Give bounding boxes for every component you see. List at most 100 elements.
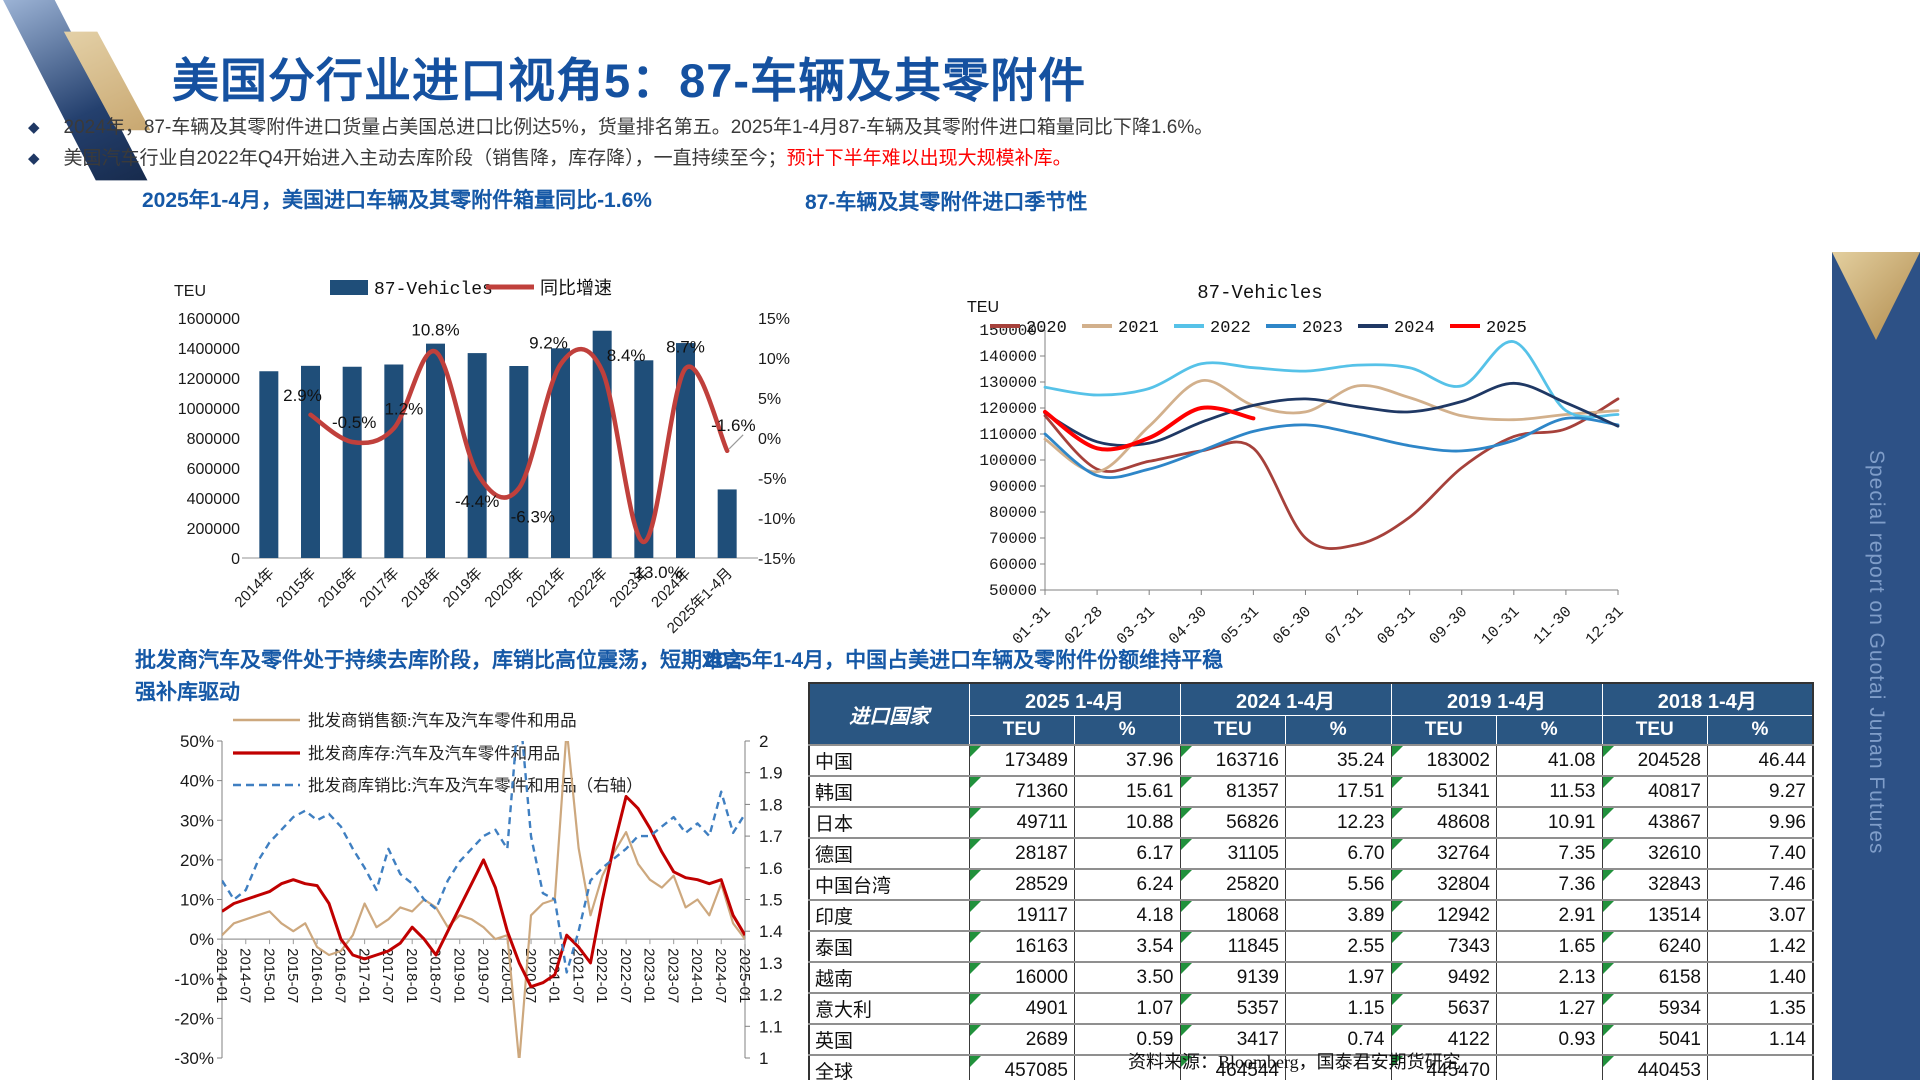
share-cell: 15.61 [1074, 775, 1181, 808]
bullet-2-highlight: 预计下半年难以出现大规模补库。 [786, 148, 1072, 169]
teu-cell: 32764 [1390, 837, 1497, 870]
wholesale-chart-title-line2: 强补库驱动 [135, 681, 240, 704]
svg-text:1.4: 1.4 [759, 922, 783, 941]
share-cell: 1.07 [1074, 992, 1181, 1025]
svg-text:TEU: TEU [967, 299, 999, 316]
teu-cell: 204528 [1601, 744, 1708, 777]
share-cell: 41.08 [1496, 744, 1603, 777]
share-cell: 1.27 [1496, 992, 1603, 1025]
svg-text:1600000: 1600000 [178, 311, 240, 328]
share-cell: 35.24 [1285, 744, 1392, 777]
teu-cell: 51341 [1390, 775, 1497, 808]
svg-text:2025: 2025 [1486, 319, 1527, 338]
svg-text:1: 1 [759, 1049, 768, 1068]
teu-cell: 445470 [1390, 1054, 1497, 1080]
teu-cell: 71360 [968, 775, 1075, 808]
teu-cell: 32610 [1601, 837, 1708, 870]
share-cell: 3.54 [1074, 930, 1181, 963]
svg-text:2024: 2024 [1394, 319, 1435, 338]
diamond-bullet-icon: ◆ [28, 150, 40, 167]
table-sub-header: % [1707, 715, 1814, 746]
svg-text:-6.3%: -6.3% [511, 507, 555, 526]
share-cell: 1.97 [1285, 961, 1392, 994]
country-cell: 印度 [808, 899, 970, 932]
share-cell: 11.53 [1496, 775, 1603, 808]
table-row: 意大利 4901 1.07 5357 1.15 5637 1.27 5934 1.35 [808, 992, 1814, 1025]
svg-text:2020年: 2020年 [481, 565, 527, 611]
share-cell: 1.14 [1707, 1023, 1814, 1056]
svg-text:100000: 100000 [979, 452, 1037, 470]
bullet-1-text: 2024年，87-车辆及其零附件进口货量占美国总进口比例达5%，货量排名第五。2… [63, 117, 1214, 138]
bullet-point-1: ◆ 2024年，87-车辆及其零附件进口货量占美国总进口比例达5%，货量排名第五。… [28, 112, 1213, 139]
svg-text:8.4%: 8.4% [607, 346, 646, 365]
sidebar-vertical-text: Special report on Guotai Junan Futures [1865, 450, 1888, 855]
import-volume-chart: TEU 0 200000 400000 600000 800000 1000000 12000… [174, 278, 795, 637]
teu-cell: 16163 [968, 930, 1075, 963]
teu-cell: 28187 [968, 837, 1075, 870]
table-corner-header: 进口国家 [808, 682, 970, 746]
teu-cell: 12942 [1390, 899, 1497, 932]
svg-text:-4.4%: -4.4% [455, 492, 499, 511]
svg-text:800000: 800000 [187, 431, 240, 448]
svg-text:2016-01: 2016-01 [308, 948, 325, 1003]
svg-text:2024-07: 2024-07 [712, 948, 729, 1003]
svg-text:2014年: 2014年 [231, 565, 277, 611]
share-cell: 2.13 [1496, 961, 1603, 994]
svg-text:2016-07: 2016-07 [332, 948, 349, 1003]
share-cell: 7.35 [1496, 837, 1603, 870]
bullet-2-text: 美国汽车行业自2022年Q4开始进入主动去库阶段（销售降，库存降），一直持续至今… [63, 148, 787, 169]
teu-cell: 3417 [1179, 1023, 1286, 1056]
share-cell: 1.42 [1707, 930, 1814, 963]
svg-text:10%: 10% [758, 351, 790, 368]
svg-text:2022-07: 2022-07 [617, 948, 634, 1003]
svg-text:批发商销售额:汽车及汽车零件和用品: 批发商销售额:汽车及汽车零件和用品 [308, 711, 577, 730]
share-cell: 2.91 [1496, 899, 1603, 932]
svg-text:2023-01: 2023-01 [641, 948, 658, 1003]
table-group-header: 2025 1-4月 [968, 682, 1181, 716]
svg-text:2014-07: 2014-07 [237, 948, 254, 1003]
svg-text:9.2%: 9.2% [529, 333, 568, 352]
table-row: 越南 16000 3.50 9139 1.97 9492 2.13 6158 1.40 [808, 961, 1814, 994]
teu-cell: 32804 [1390, 868, 1497, 901]
svg-text:2024-01: 2024-01 [688, 948, 705, 1003]
svg-text:01-31: 01-31 [1009, 603, 1055, 649]
svg-text:0%: 0% [758, 431, 781, 448]
country-cell: 越南 [808, 961, 970, 994]
svg-text:110000: 110000 [979, 426, 1037, 444]
gold-chevron-icon [1832, 252, 1920, 340]
svg-text:2017年: 2017年 [356, 565, 402, 611]
teu-cell: 81357 [1179, 775, 1286, 808]
sidebar-strip: Special report on Guotai Junan Futures [1832, 252, 1920, 1080]
page-title: 美国分行业进口视角5：87-车辆及其零附件 [172, 54, 1087, 107]
svg-text:90000: 90000 [989, 478, 1037, 496]
share-cell [1285, 1054, 1392, 1080]
svg-text:87-Vehicles: 87-Vehicles [374, 280, 493, 300]
teu-cell: 457085 [968, 1054, 1075, 1080]
svg-text:2014-01: 2014-01 [213, 948, 230, 1003]
teu-cell: 48608 [1390, 806, 1497, 839]
svg-text:2017-01: 2017-01 [355, 948, 372, 1003]
country-cell: 德国 [808, 837, 970, 870]
teu-cell: 9492 [1390, 961, 1497, 994]
svg-text:50000: 50000 [989, 582, 1037, 600]
teu-cell: 13514 [1601, 899, 1708, 932]
svg-text:-5%: -5% [758, 471, 786, 488]
svg-text:-10%: -10% [758, 511, 795, 528]
share-cell [1707, 1054, 1814, 1080]
svg-text:07-31: 07-31 [1321, 603, 1367, 649]
country-cell: 意大利 [808, 992, 970, 1025]
svg-text:2020: 2020 [1026, 319, 1067, 338]
svg-text:2022年: 2022年 [565, 565, 611, 611]
table-sub-header: % [1285, 715, 1392, 746]
share-cell: 1.15 [1285, 992, 1392, 1025]
svg-text:-20%: -20% [174, 1009, 214, 1028]
table-row: 中国台湾 28529 6.24 25820 5.56 32804 7.36 32843 7.46 [808, 868, 1814, 901]
svg-text:200000: 200000 [187, 521, 240, 538]
svg-text:1.7: 1.7 [759, 827, 783, 846]
svg-text:-15%: -15% [758, 551, 795, 568]
volume-chart-title: 2025年1-4月，美国进口车辆及其零附件箱量同比-1.6% [142, 189, 652, 212]
table-group-header: 2018 1-4月 [1601, 682, 1814, 716]
svg-text:80000: 80000 [989, 504, 1037, 522]
svg-text:1.9: 1.9 [759, 764, 783, 783]
